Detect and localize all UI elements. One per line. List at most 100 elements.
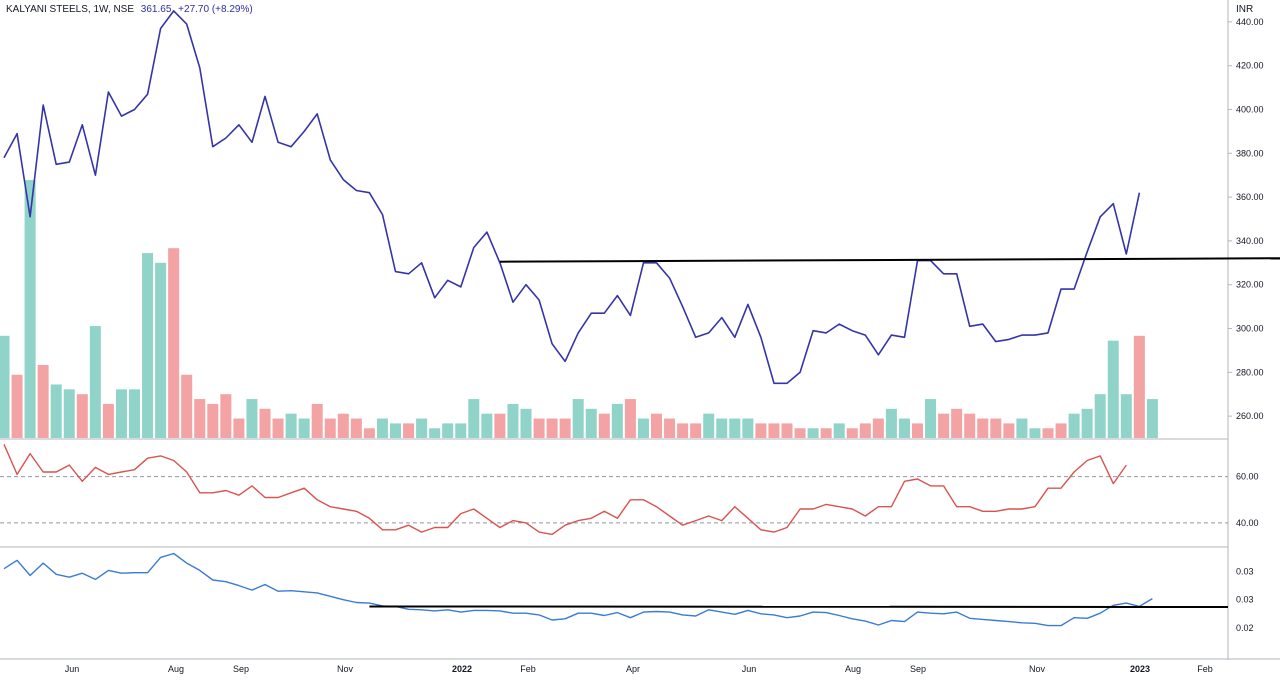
ratio-series-line [3,552,1153,627]
volume-bar [155,262,167,438]
volume-bar [324,418,336,438]
ratio-tick-label: 0.03 [1236,595,1254,605]
price-tick-label: 300.00 [1236,324,1264,334]
volume-bar [207,403,219,438]
volume-bar [63,389,75,438]
volume-bar [272,418,284,438]
volume-bar [24,180,36,439]
volume-bar [481,413,493,438]
rsi-series-line [3,444,1127,536]
volume-bar [990,418,1002,438]
volume-bar [546,418,558,438]
volume-bar [637,418,649,438]
volume-bar [285,413,297,438]
volume-bar [624,399,636,438]
volume-bar [181,374,193,438]
volume-bar [794,428,806,438]
volume-bar [468,399,480,438]
price-change: +27.70 (+8.29%) [178,4,253,15]
volume-bar [76,394,88,438]
volume-bar [1081,408,1093,438]
volume-bar [1042,428,1054,438]
volume-bar [846,428,858,438]
volume-bar [898,418,910,438]
volume-bar [129,389,140,438]
price-trendline [499,257,1280,263]
volume-bar [1107,340,1119,438]
price-tick-label: 440.00 [1236,17,1264,27]
volume-bar [572,399,584,438]
volume-bar [455,423,467,438]
volume-bar [350,418,362,438]
volume-bar [1029,428,1041,438]
volume-bar [259,408,271,438]
volume-bar [168,248,180,438]
price-tick-label: 340.00 [1236,236,1264,246]
time-tick-label: Feb [520,664,536,674]
time-tick-label: Sep [233,664,249,674]
time-tick-label: Nov [1029,664,1046,674]
volume-bar [964,413,976,438]
price-tick-label: 360.00 [1236,192,1264,202]
volume-bar [298,418,310,438]
volume-bar [677,423,689,438]
volume-bar [533,418,545,438]
time-tick-label: Apr [626,664,640,674]
volume-bar [1133,335,1145,438]
volume-bar [690,423,702,438]
price-tick-label: 320.00 [1236,280,1264,290]
time-tick-label: Jun [742,664,757,674]
time-tick-label: Sep [910,664,926,674]
ratio-tick-label: 0.02 [1236,623,1254,633]
volume-bar [102,403,114,438]
volume-bar [925,399,937,438]
volume-bar [142,253,154,438]
volume-bar [429,428,441,438]
volume-bar [755,423,767,438]
volume-bar [768,423,780,438]
volume-bar [442,423,454,438]
volume-bar [729,418,741,438]
volume-bar [11,374,23,438]
price-tick-label: 400.00 [1236,105,1264,115]
volume-bar [585,408,597,438]
time-tick-label: Feb [1197,664,1213,674]
volume-bar [89,326,101,438]
volume-bar [703,413,715,438]
last-price: 361.65 [140,4,172,15]
rsi-tick-label: 40.00 [1236,518,1259,528]
volume-bar [494,413,506,438]
volume-bar [337,413,349,438]
volume-bar [1003,423,1015,438]
volume-bar [559,418,571,438]
volume-bar [1068,413,1080,438]
volume-bar [820,428,832,438]
price-tick-label: 380.00 [1236,148,1264,158]
volume-bar [1016,418,1028,438]
volume-bar [416,418,428,438]
volume-bar [951,408,963,438]
volume-bar [1094,394,1106,438]
volume-bar [664,418,676,438]
volume-bar [403,423,415,438]
volume-bar [833,423,845,438]
ratio-trendline [369,605,1229,609]
volume-bar [807,428,819,438]
price-tick-label: 280.00 [1236,367,1264,377]
volume-bar [651,413,662,438]
volume-bar [50,384,62,438]
price-series-line [3,10,1141,385]
time-tick-label: Aug [168,664,184,674]
time-tick-label: Nov [337,664,354,674]
volume-bar [37,365,49,438]
volume-bar [1146,399,1158,438]
time-tick-label: Aug [845,664,861,674]
volume-bar [246,399,258,438]
volume-bar [1055,423,1067,438]
symbol-label: KALYANI STEELS, 1W, NSE [6,4,135,15]
volume-bar [233,418,245,438]
time-tick-label: 2023 [1130,664,1150,674]
chart-title-bar: KALYANI STEELS, 1W, NSE 361.65 +27.70 (+… [6,4,257,15]
